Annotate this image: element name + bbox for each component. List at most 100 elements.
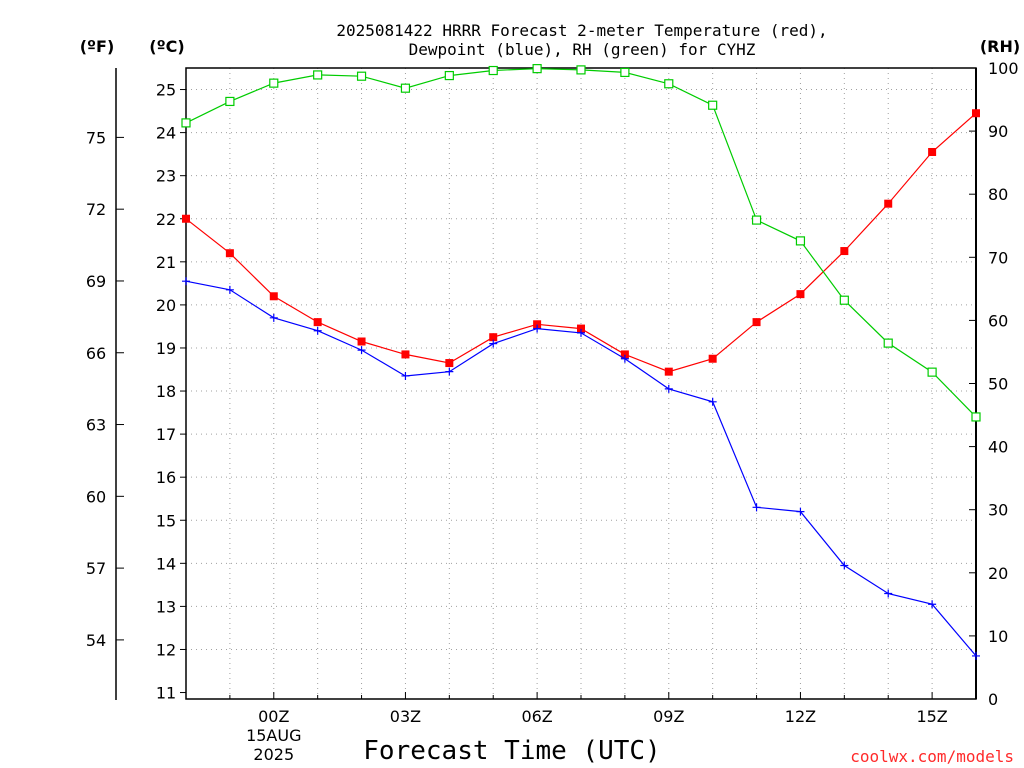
rh-tick-label: 20 [988, 564, 1008, 583]
rh-point [181, 118, 191, 128]
dewpoint-point [445, 367, 454, 376]
dewpoint-point [928, 600, 937, 609]
x-tick-label: 09Z [653, 707, 684, 726]
x-tick-label: 15Z [916, 707, 947, 726]
axes: 11121314151617181920212223242500Z15AUG20… [86, 59, 1019, 764]
rh-tick-label: 100 [988, 59, 1019, 78]
dewpoint-point [620, 354, 629, 363]
x-tick-date-label: 15AUG [246, 726, 301, 745]
temperature-point [577, 324, 585, 333]
dewpoint-point [533, 324, 542, 333]
temperature-point [182, 214, 190, 223]
rh-point [883, 338, 893, 348]
dewpoint-point [401, 371, 410, 380]
rh-point [400, 83, 411, 93]
temperature-point [445, 359, 454, 368]
rh-point [664, 79, 674, 89]
celsius-tick-label: 20 [156, 296, 176, 315]
rh-axis-label: (RH) [980, 37, 1020, 56]
rh-point [225, 96, 235, 107]
x-axis-title: Forecast Time (UTC) [363, 736, 660, 766]
temperature-point [928, 147, 937, 156]
rh-point [488, 65, 498, 76]
rh-tick-label: 80 [988, 185, 1008, 204]
rh-point [532, 64, 542, 74]
watermark: coolwx.com/models [850, 747, 1014, 766]
dewpoint-point [972, 651, 980, 660]
rh-tick-label: 40 [988, 438, 1008, 457]
dewpoint-point [489, 339, 498, 348]
temperature-point [225, 249, 234, 258]
celsius-tick-label: 22 [156, 210, 176, 229]
celsius-tick-label: 11 [156, 684, 176, 703]
temperature-point [357, 337, 366, 346]
temperature-point [752, 318, 761, 327]
rh-line [185, 67, 977, 418]
temperature-point [269, 292, 278, 301]
rh-point [971, 412, 981, 422]
rh-point [269, 78, 279, 88]
celsius-tick-label: 25 [156, 81, 176, 100]
rh-point [444, 70, 454, 81]
dewpoint-point [225, 285, 234, 294]
rh-point [576, 65, 586, 75]
dewpoint-point [182, 277, 190, 286]
celsius-tick-label: 14 [156, 554, 176, 573]
dewpoint-point [357, 346, 366, 355]
fahrenheit-tick-label: 57 [86, 559, 106, 578]
temperature-point [708, 354, 717, 363]
chart-title-line2: Dewpoint (blue), RH (green) for CYHZ [409, 40, 756, 59]
dewpoint-point [884, 589, 893, 598]
rh-point [927, 367, 937, 377]
celsius-tick-label: 17 [156, 425, 176, 444]
rh-point [313, 70, 323, 80]
rh-tick-label: 70 [988, 248, 1008, 267]
celsius-tick-label: 18 [156, 382, 176, 401]
rh-tick-label: 90 [988, 122, 1008, 141]
rh-tick-label: 10 [988, 627, 1008, 646]
fahrenheit-tick-label: 66 [86, 344, 106, 363]
temperature-point [489, 333, 498, 342]
dewpoint-point [708, 397, 717, 406]
celsius-tick-label: 16 [156, 468, 176, 487]
temperature-point [840, 247, 849, 256]
temperature-point [620, 350, 629, 359]
rh-tick-label: 50 [988, 375, 1008, 394]
x-tick-label: 06Z [521, 707, 552, 726]
fahrenheit-tick-label: 75 [86, 128, 106, 147]
grid [186, 68, 976, 699]
celsius-tick-label: 19 [156, 339, 176, 358]
fahrenheit-axis-label: (ºF) [80, 37, 115, 56]
temperature-point [972, 109, 980, 118]
series [181, 64, 981, 660]
fahrenheit-tick-label: 60 [86, 487, 106, 506]
rh-point [795, 236, 806, 246]
fahrenheit-tick-label: 69 [86, 272, 106, 291]
rh-point [751, 215, 762, 225]
temperature-point [313, 318, 322, 327]
temperature-point [533, 320, 542, 329]
celsius-tick-label: 15 [156, 511, 176, 530]
rh-point [708, 100, 718, 110]
rh-tick-label: 30 [988, 501, 1008, 520]
chart-title-line1: 2025081422 HRRR Forecast 2-meter Tempera… [336, 21, 827, 40]
dewpoint-point [752, 503, 761, 512]
temperature-point [796, 290, 805, 299]
celsius-tick-label: 23 [156, 167, 176, 186]
rh-point [839, 295, 849, 305]
rh-tick-label: 60 [988, 311, 1008, 330]
dewpoint-point [840, 561, 849, 570]
x-tick-label: 00Z [258, 707, 289, 726]
rh-point [620, 67, 630, 78]
x-tick-label: 03Z [390, 707, 421, 726]
fahrenheit-tick-label: 54 [86, 631, 106, 650]
celsius-tick-label: 24 [156, 124, 176, 143]
fahrenheit-tick-label: 72 [86, 200, 106, 219]
temperature-point [401, 350, 410, 359]
dewpoint-point [664, 384, 673, 393]
rh-tick-label: 0 [988, 690, 998, 709]
celsius-tick-label: 21 [156, 253, 176, 272]
celsius-tick-label: 12 [156, 640, 176, 659]
x-tick-label: 12Z [785, 707, 816, 726]
